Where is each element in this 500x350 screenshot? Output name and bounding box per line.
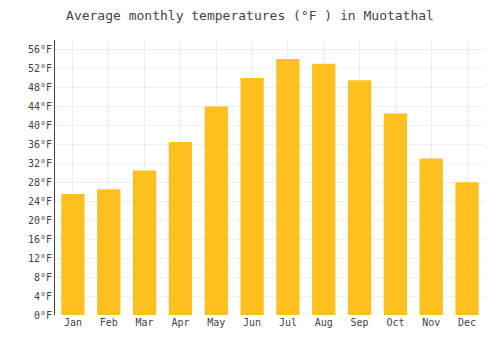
svg-text:0°F: 0°F bbox=[34, 310, 52, 321]
svg-text:44°F: 44°F bbox=[28, 101, 52, 112]
svg-text:Jan: Jan bbox=[64, 317, 82, 328]
svg-text:24°F: 24°F bbox=[28, 196, 52, 207]
svg-text:32°F: 32°F bbox=[28, 158, 52, 169]
svg-text:Dec: Dec bbox=[458, 317, 476, 328]
svg-text:4°F: 4°F bbox=[34, 291, 52, 302]
svg-text:Jun: Jun bbox=[243, 317, 261, 328]
svg-text:16°F: 16°F bbox=[28, 234, 52, 245]
svg-text:Jul: Jul bbox=[279, 317, 297, 328]
svg-text:Oct: Oct bbox=[386, 317, 404, 328]
svg-text:8°F: 8°F bbox=[34, 272, 52, 283]
svg-text:36°F: 36°F bbox=[28, 139, 52, 150]
svg-text:52°F: 52°F bbox=[28, 63, 52, 74]
svg-text:48°F: 48°F bbox=[28, 82, 52, 93]
svg-text:56°F: 56°F bbox=[28, 44, 52, 55]
svg-text:Sep: Sep bbox=[351, 317, 369, 328]
svg-text:Feb: Feb bbox=[100, 317, 118, 328]
svg-text:Nov: Nov bbox=[422, 317, 440, 328]
svg-text:Apr: Apr bbox=[171, 317, 189, 328]
svg-text:Aug: Aug bbox=[315, 317, 333, 328]
svg-text:12°F: 12°F bbox=[28, 253, 52, 264]
svg-text:20°F: 20°F bbox=[28, 215, 52, 226]
svg-text:Mar: Mar bbox=[136, 317, 154, 328]
svg-text:28°F: 28°F bbox=[28, 177, 52, 188]
svg-text:40°F: 40°F bbox=[28, 120, 52, 131]
svg-text:May: May bbox=[207, 317, 225, 328]
svg-text:Average monthly temperatures (: Average monthly temperatures (°F ) in Mu… bbox=[66, 8, 434, 23]
